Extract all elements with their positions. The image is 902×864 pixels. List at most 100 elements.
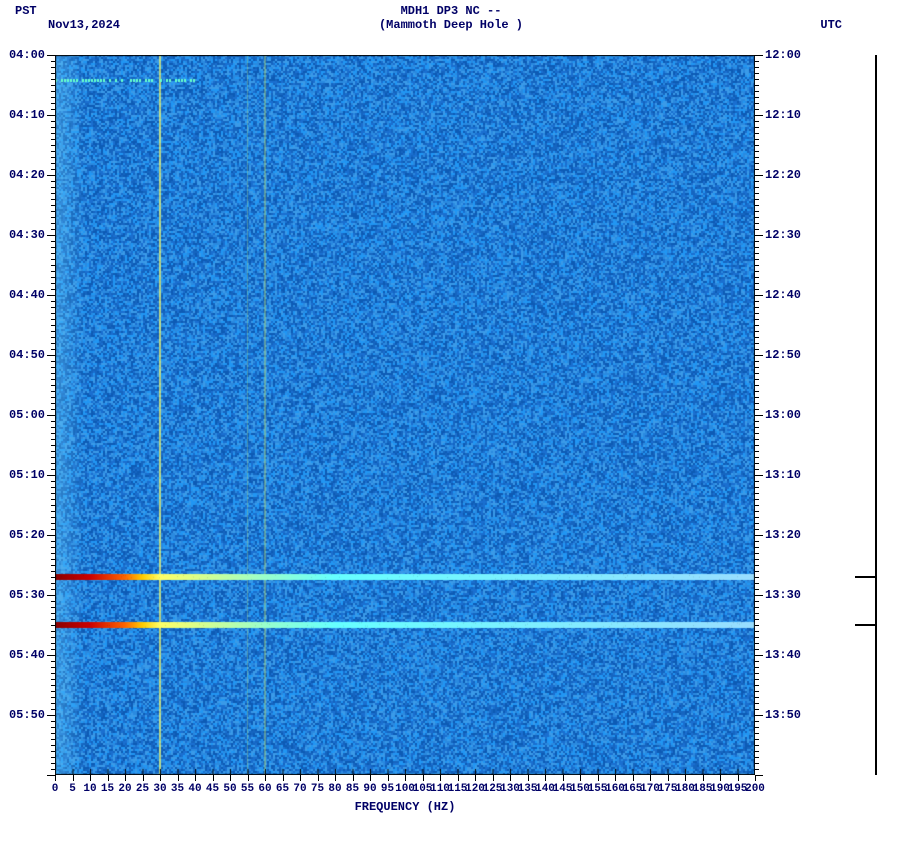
y-minor-tick-right <box>755 643 759 644</box>
y-minor-tick <box>51 763 55 764</box>
y-minor-tick-right <box>755 259 759 260</box>
y-minor-tick <box>51 769 55 770</box>
y-right-tick-label: 13:00 <box>765 408 801 422</box>
x-tick <box>160 775 161 781</box>
y-minor-tick-right <box>755 559 759 560</box>
y-minor-tick <box>51 73 55 74</box>
y-left-tick-label: 04:50 <box>9 348 45 362</box>
y-minor-tick <box>51 547 55 548</box>
y-minor-tick-right <box>755 541 759 542</box>
spectrogram-plot <box>55 55 755 775</box>
y-minor-tick <box>51 739 55 740</box>
y-minor-tick <box>51 145 55 146</box>
y-minor-tick-right <box>755 409 759 410</box>
title-line-2: (Mammoth Deep Hole ) <box>0 18 902 32</box>
y-minor-tick-right <box>755 151 759 152</box>
y-minor-tick-right <box>755 619 759 620</box>
y-minor-tick <box>51 697 55 698</box>
y-minor-tick <box>51 229 55 230</box>
y-minor-tick <box>51 733 55 734</box>
y-minor-tick <box>51 373 55 374</box>
y-minor-tick <box>51 397 55 398</box>
y-minor-tick-right <box>755 67 759 68</box>
x-tick-label: 85 <box>346 783 359 795</box>
y-minor-tick <box>47 595 55 596</box>
y-minor-tick <box>51 703 55 704</box>
x-tick-label: 90 <box>363 783 376 795</box>
y-minor-tick-right <box>755 145 759 146</box>
y-minor-tick <box>51 523 55 524</box>
x-tick <box>633 775 634 781</box>
y-minor-tick <box>51 151 55 152</box>
x-axis-label: FREQUENCY (HZ) <box>55 800 755 814</box>
y-minor-tick <box>47 55 55 56</box>
y-minor-tick <box>51 601 55 602</box>
x-tick <box>353 775 354 781</box>
y-minor-tick <box>51 517 55 518</box>
x-tick <box>598 775 599 781</box>
y-minor-tick-right <box>755 511 759 512</box>
y-minor-tick <box>51 583 55 584</box>
x-tick <box>318 775 319 781</box>
x-tick-label: 35 <box>171 783 184 795</box>
x-tick <box>440 775 441 781</box>
spectrogram-canvas <box>55 55 755 775</box>
y-minor-tick-right <box>755 193 759 194</box>
y-minor-tick <box>51 217 55 218</box>
y-right-tick-label: 12:10 <box>765 108 801 122</box>
y-minor-tick-right <box>755 223 759 224</box>
y-minor-tick-right <box>755 277 759 278</box>
x-tick <box>405 775 406 781</box>
y-minor-tick <box>51 103 55 104</box>
y-minor-tick <box>51 67 55 68</box>
y-minor-tick <box>51 661 55 662</box>
y-minor-tick <box>51 337 55 338</box>
y-minor-tick-right <box>755 709 759 710</box>
y-minor-tick-right <box>755 199 759 200</box>
x-tick <box>685 775 686 781</box>
y-minor-tick-right <box>755 751 759 752</box>
y-minor-tick <box>51 271 55 272</box>
y-minor-tick-right <box>755 703 759 704</box>
y-minor-tick <box>51 493 55 494</box>
x-tick <box>545 775 546 781</box>
y-minor-tick <box>51 403 55 404</box>
y-minor-tick <box>51 97 55 98</box>
y-minor-tick <box>51 589 55 590</box>
y-minor-tick <box>51 487 55 488</box>
y-minor-tick <box>51 451 55 452</box>
y-minor-tick <box>51 505 55 506</box>
y-minor-tick <box>51 61 55 62</box>
x-tick-label: 65 <box>276 783 289 795</box>
y-minor-tick <box>47 655 55 656</box>
y-minor-tick-right <box>755 157 759 158</box>
x-tick-label: 15 <box>101 783 114 795</box>
y-axis-left: 04:0004:1004:2004:3004:4004:5005:0005:10… <box>0 55 55 775</box>
y-minor-tick-right <box>755 169 759 170</box>
title-line-1: MDH1 DP3 NC -- <box>0 4 902 18</box>
y-minor-tick-right <box>755 769 759 770</box>
y-minor-tick <box>51 709 55 710</box>
y-minor-tick <box>47 775 55 776</box>
y-minor-tick-right <box>755 301 759 302</box>
y-minor-tick-right <box>755 733 759 734</box>
y-minor-tick-right <box>755 661 759 662</box>
y-minor-tick-right <box>755 91 759 92</box>
y-minor-tick <box>51 421 55 422</box>
y-minor-tick <box>51 565 55 566</box>
x-tick <box>528 775 529 781</box>
y-left-tick-label: 05:40 <box>9 648 45 662</box>
y-minor-tick-right <box>755 469 759 470</box>
x-tick <box>668 775 669 781</box>
y-right-tick-label: 12:20 <box>765 168 801 182</box>
y-right-tick-label: 13:40 <box>765 648 801 662</box>
y-minor-tick-right <box>755 547 759 548</box>
y-minor-tick <box>51 91 55 92</box>
y-minor-tick-right <box>755 433 759 434</box>
y-minor-tick-right <box>755 253 759 254</box>
y-minor-tick <box>51 577 55 578</box>
y-left-tick-label: 04:40 <box>9 288 45 302</box>
y-minor-tick <box>51 283 55 284</box>
y-minor-tick <box>51 553 55 554</box>
y-minor-tick-right <box>755 763 759 764</box>
